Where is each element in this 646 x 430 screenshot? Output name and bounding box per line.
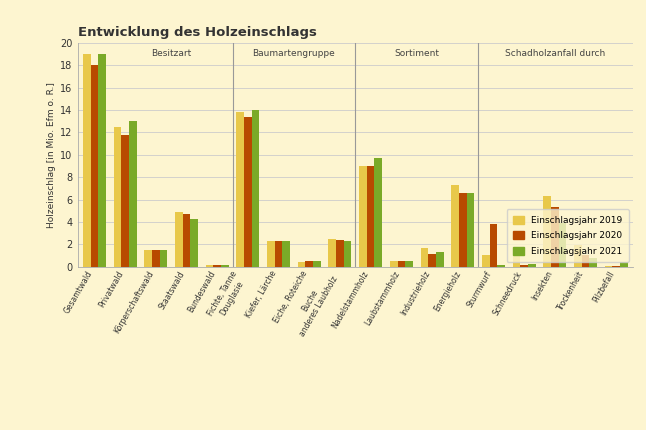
Bar (160, 250, 167, 267)
Bar (205, 265, 213, 267)
Text: Entwicklung des Holzeinschlags: Entwicklung des Holzeinschlags (78, 26, 317, 39)
Bar (144, 250, 152, 267)
Bar (459, 193, 466, 267)
Bar (574, 246, 581, 267)
Bar (298, 262, 306, 267)
Bar (244, 117, 252, 267)
Bar (114, 127, 121, 267)
Y-axis label: Holzeinschlag [in Mio. Efm o. R.]: Holzeinschlag [in Mio. Efm o. R.] (47, 82, 56, 228)
Bar (520, 265, 528, 267)
Bar (605, 266, 612, 267)
Bar (152, 250, 160, 267)
Bar (513, 248, 520, 267)
Bar (620, 262, 628, 267)
Bar (397, 261, 405, 267)
Bar (551, 207, 559, 267)
Bar (121, 135, 129, 267)
Text: Schadholzanfall durch: Schadholzanfall durch (505, 49, 605, 58)
Bar (90, 65, 98, 267)
Legend: Einschlagsjahr 2019, Einschlagsjahr 2020, Einschlagsjahr 2021: Einschlagsjahr 2019, Einschlagsjahr 2020… (506, 209, 629, 262)
Text: Besitzart: Besitzart (151, 49, 191, 58)
Bar (313, 261, 321, 267)
Bar (559, 223, 567, 267)
Bar (252, 110, 260, 267)
Bar (451, 185, 459, 267)
Bar (421, 248, 428, 267)
Bar (221, 265, 229, 267)
Bar (129, 121, 136, 267)
Bar (581, 255, 589, 267)
Bar (275, 241, 282, 267)
Bar (612, 266, 620, 267)
Bar (436, 252, 444, 267)
Bar (282, 241, 290, 267)
Bar (428, 254, 436, 267)
Text: Baumartengruppe: Baumartengruppe (253, 49, 335, 58)
Bar (213, 265, 221, 267)
Bar (589, 258, 597, 267)
Bar (528, 264, 536, 267)
Bar (183, 214, 191, 267)
Bar (236, 112, 244, 267)
Bar (367, 166, 375, 267)
Text: Sortiment: Sortiment (394, 49, 439, 58)
Bar (344, 241, 351, 267)
Bar (328, 239, 336, 267)
Bar (375, 158, 382, 267)
Bar (490, 224, 497, 267)
Bar (98, 54, 106, 267)
Bar (359, 166, 367, 267)
Bar (83, 54, 90, 267)
Bar (191, 218, 198, 267)
Bar (306, 261, 313, 267)
Bar (390, 261, 397, 267)
Bar (466, 193, 474, 267)
Bar (175, 212, 183, 267)
Bar (336, 240, 344, 267)
Bar (497, 265, 505, 267)
Bar (482, 255, 490, 267)
Bar (405, 261, 413, 267)
Bar (543, 196, 551, 267)
Bar (267, 241, 275, 267)
